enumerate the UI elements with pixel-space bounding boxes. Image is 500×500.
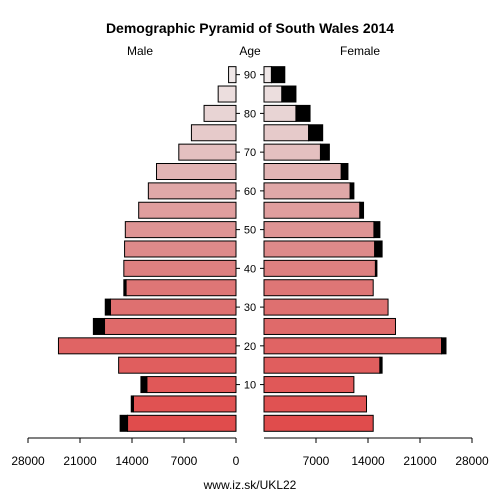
male-bar-25-29 <box>104 317 237 335</box>
x-tick-label: 14000 <box>115 454 149 468</box>
male-bar-40-44 <box>123 259 237 277</box>
female-bar-45-49 <box>263 240 376 258</box>
female-extra-bar-45-49 <box>374 240 383 258</box>
age-tick-label: 30 <box>244 302 256 314</box>
female-extra-bar-40-44 <box>374 259 378 277</box>
female-extra-bar-80-84 <box>295 104 311 122</box>
age-label: Age <box>239 44 261 58</box>
male-bar-10-14 <box>146 376 237 394</box>
female-bar-0-4 <box>263 414 374 432</box>
chart-title: Demographic Pyramid of South Wales 2014 <box>106 20 394 36</box>
male-bars <box>57 66 237 432</box>
female-extra-bar-65-69 <box>340 163 349 181</box>
male-bar-60-64 <box>147 182 237 200</box>
female-bar-85-89 <box>263 85 283 103</box>
male-bar-20-24 <box>57 337 237 355</box>
male-bar-0-4 <box>127 414 237 432</box>
age-tick-label: 40 <box>244 263 256 275</box>
age-tick-label: 80 <box>244 108 256 120</box>
female-bar-40-44 <box>263 259 376 277</box>
female-bar-5-9 <box>263 395 368 413</box>
male-bar-55-59 <box>138 201 237 219</box>
female-bar-75-79 <box>263 124 310 142</box>
x-tick-label: 7000 <box>171 454 198 468</box>
age-tick-label: 60 <box>244 186 256 198</box>
x-tick-label: 21000 <box>403 454 437 468</box>
x-tick-label: 0 <box>233 454 240 468</box>
male-extra-bar-35-39 <box>123 279 127 297</box>
footer-url: www.iz.sk/UKL22 <box>203 478 297 492</box>
x-tick-label: 14000 <box>351 454 385 468</box>
male-extra-bar-10-14 <box>140 376 148 394</box>
female-extra-bar-85-89 <box>281 85 297 103</box>
x-tick-label: 28000 <box>455 454 489 468</box>
female-bar-10-14 <box>263 376 355 394</box>
male-bar-65-69 <box>156 163 237 181</box>
male-extra-bar-30-34 <box>104 298 111 316</box>
female-extra-bar-15-19 <box>379 356 383 374</box>
female-extra-bar-55-59 <box>359 201 365 219</box>
male-label: Male <box>127 44 153 58</box>
age-axis: 10 20 30 40 50 60 70 80 90 <box>236 70 264 392</box>
female-bar-25-29 <box>263 317 396 335</box>
male-bar-70-74 <box>178 143 237 161</box>
male-bar-80-84 <box>203 104 237 122</box>
x-axis: 28000 21000 14000 7000 0 7000 14000 21000 28000 <box>11 437 489 468</box>
female-bar-70-74 <box>263 143 321 161</box>
female-bar-60-64 <box>263 182 351 200</box>
male-bar-50-54 <box>124 221 237 239</box>
x-tick-label: 7000 <box>303 454 330 468</box>
x-tick-label: 21000 <box>63 454 97 468</box>
age-tick-label: 90 <box>244 70 256 82</box>
female-bar-65-69 <box>263 163 342 181</box>
female-bar-50-54 <box>263 221 375 239</box>
female-bar-20-24 <box>263 337 443 355</box>
female-extra-bar-70-74 <box>319 143 330 161</box>
male-bar-5-9 <box>132 395 237 413</box>
male-bar-90+ <box>228 66 237 84</box>
male-extra-bar-25-29 <box>92 317 106 335</box>
age-tick-label: 20 <box>244 341 256 353</box>
female-extra-bar-90+ <box>270 66 286 84</box>
x-tick-label: 28000 <box>11 454 45 468</box>
male-bar-35-39 <box>125 279 237 297</box>
male-bar-85-89 <box>217 85 237 103</box>
male-bar-30-34 <box>109 298 237 316</box>
female-label: Female <box>340 44 380 58</box>
male-extra-bar-0-4 <box>119 414 129 432</box>
female-bars <box>263 66 447 432</box>
female-bar-15-19 <box>263 356 381 374</box>
age-tick-label: 50 <box>244 225 256 237</box>
female-bar-80-84 <box>263 104 297 122</box>
male-extra-bar-5-9 <box>130 395 134 413</box>
female-bar-90+ <box>263 66 272 84</box>
male-bar-15-19 <box>118 356 237 374</box>
male-bar-75-79 <box>190 124 237 142</box>
male-bar-45-49 <box>124 240 237 258</box>
female-extra-bar-50-54 <box>373 221 381 239</box>
female-extra-bar-20-24 <box>441 337 447 355</box>
female-extra-bar-75-79 <box>308 124 324 142</box>
age-tick-label: 70 <box>244 147 256 159</box>
female-bar-55-59 <box>263 201 361 219</box>
female-bar-35-39 <box>263 279 374 297</box>
female-bar-30-34 <box>263 298 389 316</box>
age-tick-label: 10 <box>244 380 256 392</box>
female-extra-bar-60-64 <box>349 182 355 200</box>
